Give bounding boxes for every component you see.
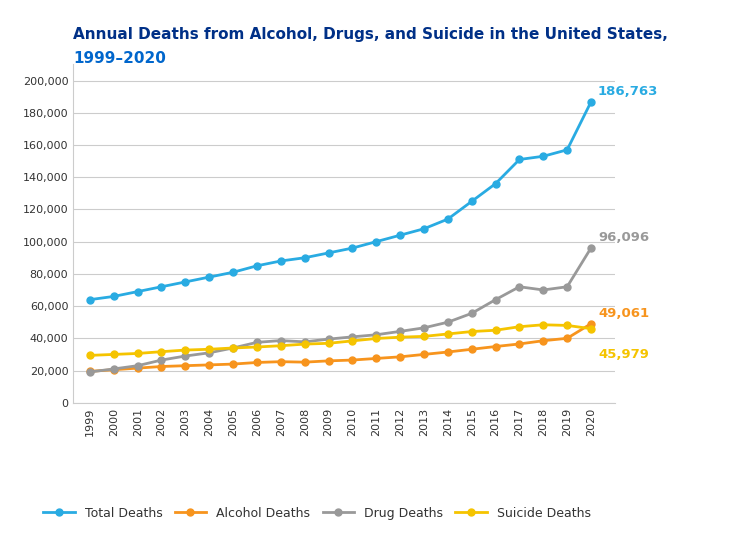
Suicide Deaths (467, 328, 476, 335)
Total Deaths (300, 255, 309, 261)
Alcohol Deaths (563, 335, 572, 342)
Total Deaths (467, 198, 476, 205)
Drug Deaths (444, 319, 452, 325)
Text: 96,096: 96,096 (598, 231, 649, 244)
Alcohol Deaths (228, 361, 237, 367)
Total Deaths (181, 279, 190, 285)
Drug Deaths (324, 336, 333, 343)
Suicide Deaths (109, 351, 118, 358)
Drug Deaths (109, 366, 118, 372)
Suicide Deaths (324, 340, 333, 346)
Total Deaths (277, 258, 285, 264)
Drug Deaths (467, 310, 476, 317)
Drug Deaths (586, 245, 595, 251)
Total Deaths (444, 216, 452, 222)
Alcohol Deaths (396, 353, 405, 360)
Suicide Deaths (444, 331, 452, 337)
Suicide Deaths (372, 335, 381, 342)
Drug Deaths (253, 339, 261, 346)
Drug Deaths (491, 296, 500, 303)
Alcohol Deaths (205, 362, 214, 368)
Text: 1999–2020: 1999–2020 (73, 51, 166, 66)
Suicide Deaths (348, 338, 356, 344)
Drug Deaths (86, 369, 94, 375)
Total Deaths (539, 153, 548, 159)
Line: Alcohol Deaths: Alcohol Deaths (86, 320, 594, 375)
Drug Deaths (205, 350, 214, 356)
Legend: Total Deaths, Alcohol Deaths, Drug Deaths, Suicide Deaths: Total Deaths, Alcohol Deaths, Drug Death… (38, 502, 596, 525)
Total Deaths (324, 250, 333, 256)
Suicide Deaths (228, 345, 237, 351)
Suicide Deaths (491, 327, 500, 333)
Suicide Deaths (253, 344, 261, 350)
Drug Deaths (396, 328, 405, 335)
Line: Suicide Deaths: Suicide Deaths (86, 321, 594, 359)
Suicide Deaths (419, 333, 428, 339)
Total Deaths (228, 269, 237, 275)
Total Deaths (109, 293, 118, 300)
Drug Deaths (539, 287, 548, 293)
Text: Annual Deaths from Alcohol, Drugs, and Suicide in the United States,: Annual Deaths from Alcohol, Drugs, and S… (73, 27, 668, 42)
Alcohol Deaths (253, 359, 261, 366)
Suicide Deaths (396, 334, 405, 340)
Alcohol Deaths (586, 321, 595, 327)
Alcohol Deaths (324, 358, 333, 364)
Total Deaths (396, 232, 405, 238)
Total Deaths (205, 274, 214, 280)
Total Deaths (563, 147, 572, 153)
Drug Deaths (515, 284, 524, 290)
Drug Deaths (563, 284, 572, 290)
Alcohol Deaths (181, 362, 190, 369)
Suicide Deaths (515, 323, 524, 330)
Suicide Deaths (539, 322, 548, 328)
Suicide Deaths (205, 346, 214, 352)
Drug Deaths (228, 345, 237, 351)
Drug Deaths (372, 331, 381, 338)
Drug Deaths (419, 324, 428, 331)
Alcohol Deaths (372, 355, 381, 362)
Total Deaths (515, 156, 524, 163)
Suicide Deaths (181, 347, 190, 353)
Text: 186,763: 186,763 (598, 85, 658, 98)
Alcohol Deaths (300, 359, 309, 365)
Suicide Deaths (300, 341, 309, 347)
Suicide Deaths (133, 350, 142, 357)
Alcohol Deaths (444, 349, 452, 355)
Suicide Deaths (586, 325, 595, 332)
Alcohol Deaths (348, 357, 356, 364)
Drug Deaths (133, 362, 142, 369)
Total Deaths (419, 226, 428, 232)
Line: Total Deaths: Total Deaths (86, 98, 594, 303)
Alcohol Deaths (539, 338, 548, 344)
Drug Deaths (300, 339, 309, 345)
Alcohol Deaths (467, 346, 476, 352)
Drug Deaths (277, 337, 285, 344)
Alcohol Deaths (133, 365, 142, 372)
Alcohol Deaths (86, 368, 94, 375)
Total Deaths (586, 99, 595, 105)
Alcohol Deaths (419, 351, 428, 358)
Suicide Deaths (157, 349, 166, 355)
Line: Drug Deaths: Drug Deaths (86, 244, 594, 375)
Total Deaths (133, 288, 142, 295)
Suicide Deaths (86, 352, 94, 359)
Total Deaths (157, 284, 166, 290)
Total Deaths (372, 238, 381, 245)
Drug Deaths (181, 353, 190, 359)
Total Deaths (491, 180, 500, 187)
Alcohol Deaths (491, 343, 500, 350)
Text: 49,061: 49,061 (598, 307, 649, 320)
Drug Deaths (157, 357, 166, 364)
Text: 45,979: 45,979 (598, 348, 649, 361)
Total Deaths (348, 245, 356, 251)
Alcohol Deaths (157, 363, 166, 369)
Drug Deaths (348, 333, 356, 340)
Alcohol Deaths (277, 359, 285, 365)
Alcohol Deaths (109, 366, 118, 373)
Suicide Deaths (563, 322, 572, 329)
Alcohol Deaths (515, 341, 524, 347)
Suicide Deaths (277, 343, 285, 349)
Total Deaths (253, 263, 261, 269)
Total Deaths (86, 296, 94, 303)
